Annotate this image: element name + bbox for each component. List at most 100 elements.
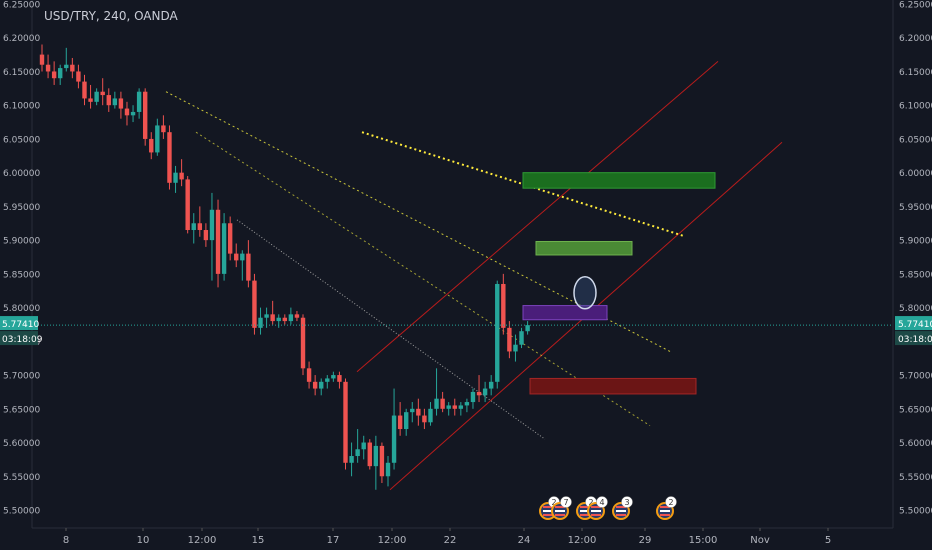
flag-stripe — [616, 510, 626, 512]
candle-body — [476, 391, 482, 396]
last-price-label-left: 5.77410 — [2, 320, 39, 330]
candle-body — [82, 81, 87, 99]
event-count-text: 2 — [668, 498, 673, 507]
candle-body — [349, 456, 354, 463]
event-count-text: 2 — [588, 498, 593, 507]
x-tick-label: 8 — [63, 535, 69, 546]
candle-body — [306, 368, 312, 382]
y-tick-label-right: 6.10000 — [899, 102, 932, 112]
candle-body — [452, 405, 457, 409]
y-tick-label-left: 6.00000 — [3, 169, 40, 179]
candle-body — [149, 138, 154, 153]
y-tick-label-right: 5.95000 — [899, 203, 932, 213]
candle-body — [488, 381, 494, 389]
candle-body — [355, 449, 360, 457]
candle-body — [185, 179, 190, 231]
candle-body — [136, 91, 142, 112]
candle-body — [513, 344, 518, 352]
candle-body — [501, 283, 506, 328]
candle-body — [507, 327, 512, 352]
y-tick-label-left: 5.90000 — [3, 237, 40, 247]
event-count-badge — [665, 496, 677, 508]
flag-stripe — [660, 514, 670, 516]
countdown-label-left: 03:18:09 — [2, 335, 43, 345]
candle-body — [39, 54, 45, 65]
event-marker[interactable]: 3 — [612, 496, 633, 520]
candle-body — [209, 209, 215, 241]
flag-stripe — [591, 514, 601, 516]
event-marker[interactable]: 7 — [551, 496, 572, 520]
flag-stripe — [591, 506, 601, 508]
candle-body — [525, 325, 530, 332]
flag-stripe — [660, 506, 670, 508]
x-tick-label: 17 — [327, 535, 340, 546]
candle-body — [191, 223, 196, 231]
flag-stripe — [555, 506, 565, 508]
y-tick-label-left: 5.80000 — [3, 304, 40, 314]
candle-body — [94, 91, 99, 102]
drawing-layer[interactable] — [165, 60, 783, 491]
candle-body — [434, 398, 439, 409]
flag-stripe — [580, 506, 590, 508]
candle-body — [464, 402, 470, 406]
candle-body — [227, 223, 233, 254]
y-tick-label-right: 6.20000 — [899, 34, 932, 44]
y-tick-label-right: 5.50000 — [899, 507, 932, 517]
x-tick-label: Nov — [750, 535, 770, 546]
candle-body — [252, 280, 257, 328]
candle-body — [173, 172, 178, 183]
y-tick-label-left: 5.50000 — [3, 507, 40, 517]
candle-body — [458, 405, 464, 409]
candle-body — [118, 98, 124, 109]
flag-stripe — [543, 510, 553, 512]
candle-body — [495, 283, 500, 382]
event-count-text: 4 — [599, 498, 604, 507]
downtrend-line-3 — [236, 219, 546, 440]
flag-stripe — [580, 514, 590, 516]
x-tick-label: 10 — [137, 535, 150, 546]
countdown-label-right: 03:18:09 — [898, 335, 932, 345]
candle-body — [142, 91, 148, 139]
candle-body — [124, 108, 130, 116]
candle-body — [100, 91, 105, 96]
candle-body — [312, 381, 318, 389]
y-tick-label-left: 5.55000 — [3, 473, 40, 483]
flag-stripe — [543, 514, 553, 516]
event-marker[interactable]: 2 — [656, 496, 677, 520]
event-marker[interactable]: 4 — [587, 496, 608, 520]
y-tick-label-right: 6.15000 — [899, 68, 932, 78]
event-count-badge — [621, 496, 633, 508]
y-tick-label-right: 5.90000 — [899, 237, 932, 247]
event-count-badge — [560, 496, 572, 508]
y-tick-label-left: 6.10000 — [3, 102, 40, 112]
y-tick-label-right: 5.55000 — [899, 473, 932, 483]
green-zone-upper — [522, 172, 716, 189]
channel-upper-line — [356, 60, 719, 373]
x-tick-label: 15:00 — [689, 535, 718, 546]
candle-body — [282, 317, 287, 322]
y-tick-label-right: 6.25000 — [899, 1, 932, 11]
x-tick-label: 12:00 — [568, 535, 597, 546]
chart-title: USD/TRY, 240, OANDA — [44, 9, 178, 23]
candle-body — [88, 98, 93, 102]
y-tick-label-left: 5.60000 — [3, 439, 40, 449]
flag-stripe — [543, 506, 553, 508]
event-count-text: 7 — [563, 498, 568, 507]
flag-stripe — [580, 510, 590, 512]
x-tick-label: 12:00 — [378, 535, 407, 546]
flag-stripe — [591, 510, 601, 512]
candle-body — [240, 253, 245, 261]
candle-body — [397, 415, 403, 430]
candle-body — [361, 442, 366, 450]
candle-body — [155, 125, 160, 153]
flag-stripe — [555, 514, 565, 516]
candle-body — [416, 408, 421, 416]
candle-body — [161, 125, 166, 133]
y-tick-label-left: 6.25000 — [3, 1, 40, 11]
candle-body — [367, 442, 372, 467]
flag-stripe — [660, 510, 670, 512]
